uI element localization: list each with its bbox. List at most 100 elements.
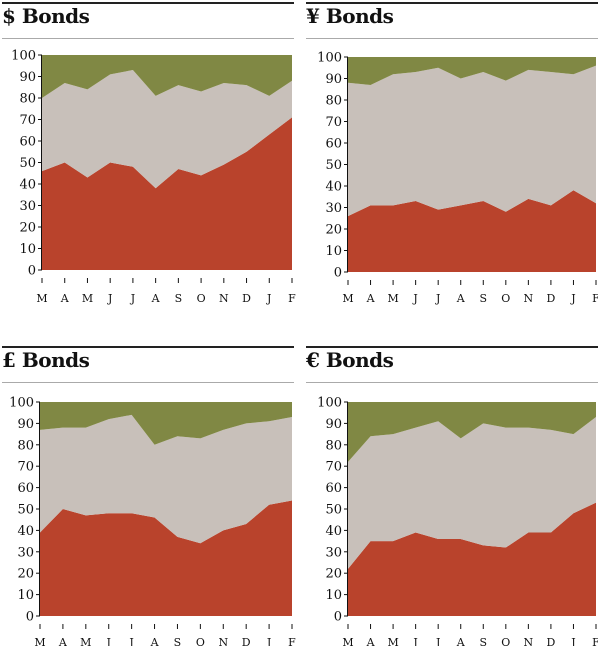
y-tick-label: 60 [325,137,342,152]
y-tick-label: 50 [17,503,34,518]
x-tick-label: A [60,292,70,305]
y-tick-label: 70 [19,113,36,128]
x-tick-label: O [197,292,206,305]
x-tick-label: D [546,292,555,305]
y-tick-label: 90 [325,417,342,432]
y-tick-label: 90 [19,70,36,85]
top-rule [2,2,294,4]
y-tick-label: 10 [325,588,342,603]
x-tick-label: N [524,292,534,305]
x-tick-label: J [412,636,417,646]
y-tick-label: 90 [325,72,342,87]
y-tick-label: 60 [325,481,342,496]
y-tick-label: 80 [325,94,342,109]
x-tick-label: J [266,636,271,646]
series-area-bottom [348,502,596,616]
x-tick-label: S [175,292,183,305]
y-tick-label: 90 [17,417,34,432]
x-tick-label: M [342,636,353,646]
x-tick-label: J [128,636,133,646]
x-tick-label: J [412,292,417,305]
y-tick-label: 20 [17,567,34,582]
series-area-top [348,57,596,85]
y-tick-label: 10 [325,244,342,259]
x-tick-label: J [107,292,112,305]
y-tick-label: 30 [325,201,342,216]
y-tick-label: 20 [19,221,36,236]
x-tick-label: J [570,636,575,646]
y-tick-label: 70 [325,460,342,475]
x-tick-label: A [456,292,466,305]
x-tick-label: M [342,292,353,305]
y-tick-label: 10 [17,588,34,603]
y-tick-label: 80 [17,438,34,453]
x-tick-label: F [288,636,296,646]
y-tick-label: 20 [325,567,342,582]
x-tick-label: A [366,636,376,646]
y-tick-label: 100 [317,396,342,411]
y-tick-label: 100 [317,51,342,66]
x-tick-label: D [546,636,555,646]
chart-title: ¥ Bonds [306,4,394,28]
x-tick-label: N [219,292,229,305]
top-rule [306,2,598,4]
x-tick-label: J [130,292,135,305]
y-tick-label: 40 [325,524,342,539]
y-tick-label: 40 [19,178,36,193]
y-tick-label: 70 [325,115,342,130]
chart-panel-gbp: £ Bonds 0 10 20 30 40 50 60 70 80 90 100 M A M J J A S O N D… [2,346,296,646]
y-tick-label: 0 [26,610,34,625]
x-tick-label: N [218,636,228,646]
series-area-bottom [42,117,292,270]
x-tick-label: O [501,636,510,646]
x-tick-label: D [242,636,251,646]
title-underline [2,382,294,383]
y-tick-label: 30 [325,545,342,560]
x-tick-label: F [288,292,296,305]
y-tick-label: 50 [325,158,342,173]
series-area-middle [348,65,596,217]
x-tick-label: A [151,292,161,305]
y-tick-label: 40 [325,180,342,195]
title-underline [306,38,598,39]
series-area-bottom [40,500,292,616]
y-tick-label: 30 [19,199,36,214]
y-tick-label: 80 [19,92,36,107]
y-tick-label: 80 [325,438,342,453]
y-tick-label: 30 [17,545,34,560]
chart-title: £ Bonds [2,348,90,372]
x-tick-label: M [387,292,398,305]
y-tick-label: 60 [17,481,34,496]
title-underline [2,38,294,39]
y-tick-label: 50 [19,156,36,171]
x-tick-label: A [366,292,376,305]
x-tick-label: S [479,636,487,646]
y-tick-label: 0 [334,266,342,281]
x-tick-label: M [80,636,91,646]
chart-title: $ Bonds [2,4,90,28]
x-tick-label: O [196,636,205,646]
top-rule [306,346,598,348]
chart-panel-jpy: ¥ Bonds 0 10 20 30 40 50 60 70 80 90 100 M A M J J A S O N D… [306,2,598,305]
chart-panel-usd: $ Bonds 0 10 20 30 40 50 60 70 80 90 100 M A M J J A S O N D… [2,2,296,306]
series-area-top [348,402,596,462]
x-tick-label: F [592,636,598,646]
x-tick-label: A [150,636,160,646]
y-tick-label: 100 [9,396,34,411]
y-tick-label: 70 [17,460,34,475]
chart-panel-eur: € Bonds 0 10 20 30 40 50 60 70 80 90 100 M A M J J A S O N D… [306,346,598,646]
y-tick-label: 100 [11,49,36,64]
x-tick-label: J [266,292,271,305]
y-tick-label: 20 [325,223,342,238]
y-tick-label: 10 [19,242,36,257]
y-tick-label: 0 [334,610,342,625]
chart-title: € Bonds [306,348,394,372]
top-rule [2,346,294,348]
series-area-top [40,402,292,445]
series-area-middle [40,414,292,544]
x-tick-label: M [36,292,47,305]
x-tick-label: O [501,292,510,305]
